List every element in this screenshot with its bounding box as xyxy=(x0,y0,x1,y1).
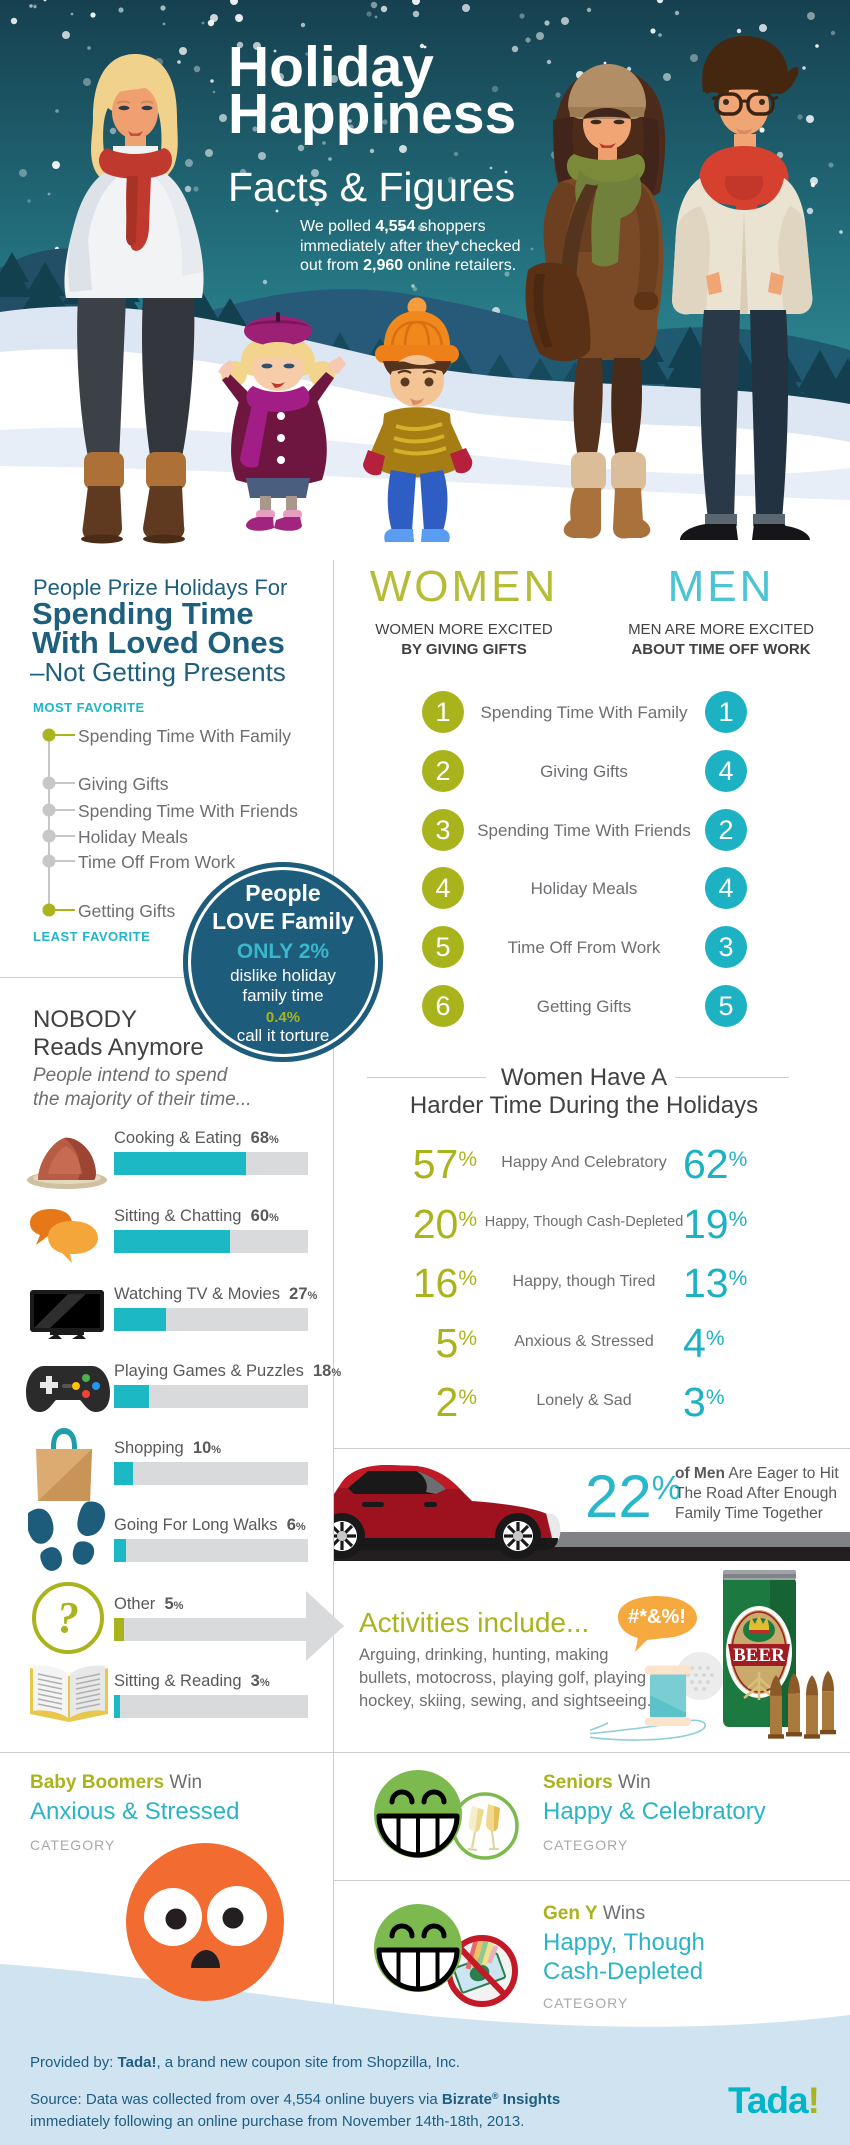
svg-text:#*&%!: #*&%! xyxy=(628,1606,686,1628)
svg-text:?: ? xyxy=(57,1593,79,1642)
svg-text:BEER: BEER xyxy=(733,1645,785,1666)
